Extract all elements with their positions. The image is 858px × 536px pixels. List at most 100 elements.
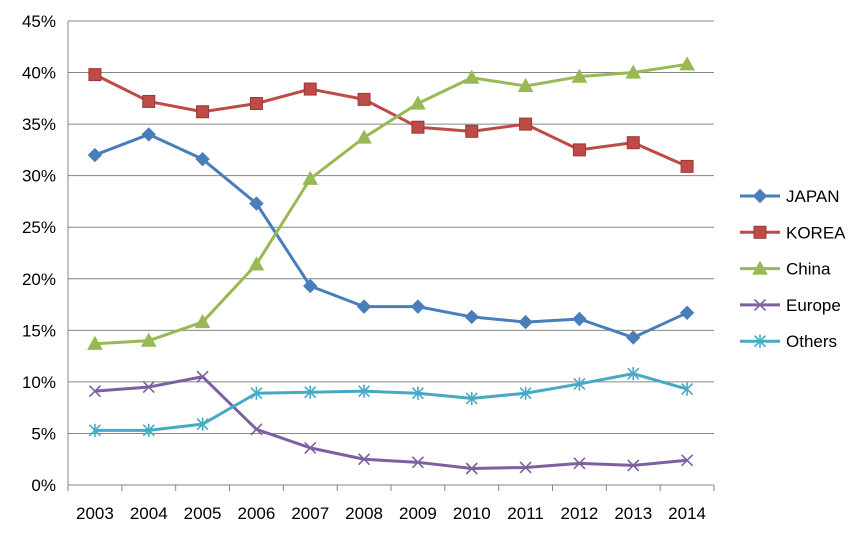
- data-point: [249, 196, 264, 211]
- series-others: [88, 367, 694, 437]
- legend-marker: [753, 334, 767, 348]
- series-japan: [87, 127, 695, 345]
- series-europe: [88, 370, 694, 475]
- gridlines: [68, 20, 714, 434]
- data-point: [519, 461, 532, 474]
- data-point: [411, 456, 424, 469]
- legend-label: Europe: [786, 296, 841, 315]
- x-tick-label: 2012: [561, 504, 599, 523]
- data-point: [464, 309, 479, 325]
- data-point: [358, 384, 371, 398]
- data-point: [411, 386, 424, 400]
- legend-item-japan: JAPAN: [740, 187, 840, 206]
- data-point: [250, 386, 263, 400]
- x-tick-label: 2008: [345, 504, 383, 523]
- data-point: [88, 423, 101, 437]
- data-point: [303, 82, 317, 96]
- data-point: [571, 68, 588, 83]
- y-tick-labels: 0% 5% 10% 15% 20% 25% 30% 35% 40% 45%: [22, 12, 56, 495]
- legend-marker: [753, 298, 767, 311]
- data-point: [681, 454, 694, 467]
- data-point: [465, 391, 478, 405]
- legend-label: China: [786, 260, 831, 279]
- data-point: [681, 382, 694, 396]
- legend-item-korea: KOREA: [740, 223, 846, 242]
- data-point: [304, 441, 317, 454]
- series-line: [94, 132, 688, 340]
- data-point: [465, 124, 479, 138]
- data-point: [572, 311, 587, 327]
- data-point: [194, 314, 211, 329]
- data-point: [196, 105, 210, 119]
- data-point: [410, 299, 426, 314]
- series-china: [87, 56, 695, 350]
- x-tick-label: 2007: [291, 504, 329, 523]
- x-tick-label: 2004: [130, 504, 168, 523]
- data-point: [627, 459, 640, 472]
- legend-marker: [752, 260, 768, 275]
- x-tick-label: 2011: [507, 504, 544, 523]
- y-tick-label: 15%: [22, 321, 56, 340]
- data-point: [249, 96, 263, 110]
- data-point: [679, 305, 695, 321]
- data-point: [572, 143, 586, 157]
- x-tick-label: 2010: [453, 504, 491, 523]
- series-korea: [88, 68, 694, 173]
- data-point: [358, 453, 371, 466]
- y-tick-label: 45%: [22, 12, 56, 31]
- data-point: [196, 417, 209, 431]
- data-point: [357, 92, 371, 106]
- legend-label: Others: [786, 332, 837, 351]
- y-tick-label: 30%: [22, 167, 56, 186]
- data-point: [141, 127, 156, 142]
- y-tick-label: 0%: [31, 476, 56, 495]
- x-tick-labels: 2003 2004 2005 2006 2007 2008 2009 2010 2011 2012…: [76, 504, 706, 523]
- y-tick-label: 25%: [22, 218, 56, 237]
- y-tick-label: 10%: [22, 373, 56, 392]
- data-point: [519, 386, 532, 400]
- data-point: [140, 332, 157, 347]
- legend: JAPAN KOREA China Europe Others: [740, 187, 846, 351]
- data-point: [625, 64, 642, 79]
- data-point: [518, 314, 533, 330]
- data-point: [465, 462, 478, 475]
- data-point: [356, 299, 372, 314]
- data-point: [88, 68, 102, 82]
- data-point: [87, 147, 103, 163]
- data-point: [573, 377, 586, 391]
- data-point: [573, 457, 586, 470]
- x-tick-label: 2009: [399, 504, 437, 523]
- data-point: [410, 95, 426, 110]
- data-point: [626, 330, 641, 345]
- axes: [67, 21, 715, 491]
- legend-item-others: Others: [740, 332, 837, 351]
- data-point: [463, 69, 480, 84]
- legend-label: KOREA: [786, 223, 846, 242]
- data-point: [196, 370, 209, 383]
- legend-marker: [753, 225, 767, 239]
- series-line: [94, 372, 688, 432]
- x-tick-label: 2005: [184, 504, 222, 523]
- data-point: [519, 117, 533, 131]
- data-point: [411, 120, 425, 134]
- x-tick-label: 2006: [238, 504, 276, 523]
- data-point: [517, 77, 534, 93]
- data-point: [142, 423, 155, 437]
- data-point: [250, 423, 263, 436]
- data-point: [680, 159, 694, 173]
- data-point: [142, 380, 155, 394]
- data-point: [142, 94, 156, 108]
- data-point: [88, 385, 101, 398]
- data-point: [87, 335, 103, 350]
- data-point: [248, 256, 265, 271]
- y-tick-label: 5%: [31, 424, 56, 443]
- series-line: [94, 62, 688, 346]
- data-point: [302, 170, 319, 185]
- series-group: [87, 56, 695, 475]
- data-point: [304, 385, 317, 399]
- data-point: [303, 278, 318, 294]
- x-tick-label: 2003: [76, 504, 114, 523]
- data-point: [356, 129, 372, 144]
- y-tick-label: 20%: [22, 270, 56, 289]
- data-point: [626, 136, 640, 150]
